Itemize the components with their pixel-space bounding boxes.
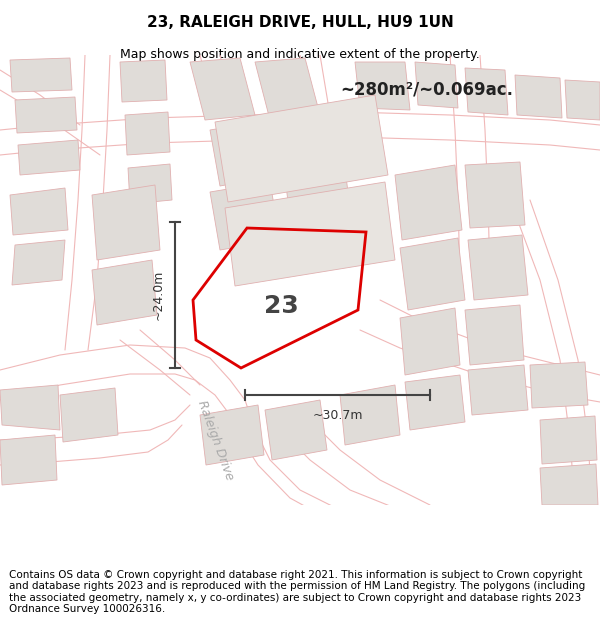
Polygon shape (10, 188, 68, 235)
Text: ~24.0m: ~24.0m (152, 270, 165, 320)
Polygon shape (340, 385, 400, 445)
Polygon shape (465, 162, 525, 228)
Polygon shape (468, 365, 528, 415)
Polygon shape (415, 62, 458, 108)
Polygon shape (530, 362, 588, 408)
Text: 23, RALEIGH DRIVE, HULL, HU9 1UN: 23, RALEIGH DRIVE, HULL, HU9 1UN (146, 15, 454, 30)
Polygon shape (0, 385, 60, 430)
Polygon shape (10, 58, 72, 92)
Polygon shape (210, 182, 280, 250)
Polygon shape (465, 68, 508, 115)
Polygon shape (540, 416, 597, 464)
Polygon shape (465, 305, 524, 365)
Text: Contains OS data © Crown copyright and database right 2021. This information is : Contains OS data © Crown copyright and d… (9, 569, 585, 614)
Text: ~280m²/~0.069ac.: ~280m²/~0.069ac. (340, 81, 513, 99)
Text: 23: 23 (265, 294, 299, 318)
Text: Raleigh Drive: Raleigh Drive (194, 398, 235, 482)
Polygon shape (400, 238, 465, 310)
Polygon shape (120, 60, 167, 102)
Polygon shape (12, 240, 65, 285)
Text: Map shows position and indicative extent of the property.: Map shows position and indicative extent… (120, 48, 480, 61)
Polygon shape (225, 182, 395, 286)
Polygon shape (468, 235, 528, 300)
Polygon shape (200, 405, 264, 465)
Polygon shape (405, 375, 465, 430)
Polygon shape (92, 185, 160, 260)
Polygon shape (125, 112, 170, 155)
Polygon shape (565, 80, 600, 120)
Polygon shape (18, 140, 80, 175)
Polygon shape (400, 308, 460, 375)
Polygon shape (210, 120, 280, 186)
Polygon shape (255, 58, 320, 120)
Polygon shape (285, 168, 352, 235)
Polygon shape (190, 58, 255, 120)
Polygon shape (395, 165, 462, 240)
Polygon shape (265, 400, 327, 460)
Polygon shape (540, 464, 598, 505)
Text: ~30.7m: ~30.7m (312, 409, 363, 422)
Polygon shape (515, 75, 562, 118)
Polygon shape (15, 97, 77, 133)
Polygon shape (92, 260, 157, 325)
Polygon shape (285, 112, 355, 175)
Polygon shape (215, 95, 388, 202)
Polygon shape (0, 435, 57, 485)
Polygon shape (60, 388, 118, 442)
Polygon shape (128, 164, 172, 204)
Polygon shape (355, 62, 410, 110)
